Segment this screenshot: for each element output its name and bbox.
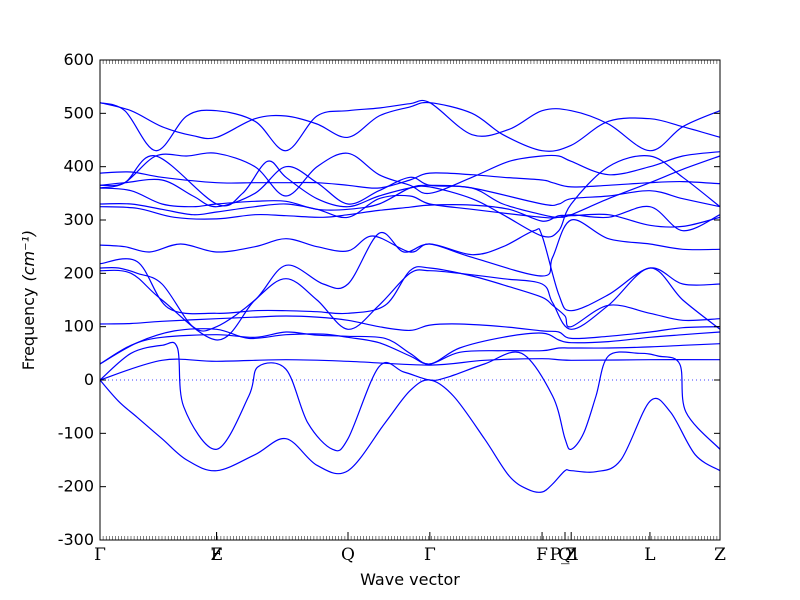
kpoint-label: Z [211, 545, 223, 565]
band-line-16 [99, 155, 721, 238]
x-axis-ticks: Γ ZF Q Γ F P_1QZ L Z [94, 532, 726, 565]
y-tick-label: 0 [84, 370, 94, 389]
band-lines [99, 99, 721, 493]
y-axis-label-unit: (cm⁻¹) [19, 230, 38, 282]
band-line-14 [99, 155, 721, 218]
plot-frame [99, 59, 721, 541]
y-tick-label: -300 [58, 530, 94, 549]
band-line-5 [99, 331, 721, 365]
band-line-17 [99, 151, 721, 197]
x-minor-ticks [99, 60, 718, 540]
y-tick-label: 300 [63, 210, 94, 229]
band-line-10 [99, 219, 721, 277]
band-line-19 [99, 101, 721, 152]
y-tick-label: 200 [63, 263, 94, 282]
y-tick-label: -100 [58, 423, 94, 442]
kpoint-label: Z [565, 545, 577, 565]
band-line-6 [99, 315, 721, 340]
band-line-8 [99, 258, 721, 328]
band-line-15 [99, 171, 721, 189]
y-axis-label-text: Frequency [19, 288, 38, 371]
band-line-9 [99, 228, 721, 332]
band-line-3 [99, 358, 721, 381]
kpoint-label: Q [558, 545, 572, 565]
band-line-12 [99, 194, 721, 232]
kpoint-label: Q [341, 545, 355, 565]
kpoint-label: L [644, 545, 655, 565]
kpoint-label: P_1 [550, 545, 581, 565]
x-axis-label: Wave vector [360, 570, 460, 589]
y-axis-ticks: -300 -200 -100 0 100 200 300 400 500 600 [58, 50, 720, 549]
kpoint-label: F [211, 545, 223, 565]
y-tick-label: 500 [63, 103, 94, 122]
kpoint-label: Γ [424, 545, 436, 565]
band-line-13 [99, 184, 721, 211]
y-tick-label: 600 [63, 50, 94, 69]
kpoint-label: Z [714, 545, 726, 565]
band-line-2 [99, 341, 721, 452]
band-line-7 [99, 267, 721, 341]
kpoint-label: Γ [94, 545, 106, 565]
band-line-1 [99, 379, 721, 493]
plot-background [100, 60, 720, 540]
y-tick-label: 100 [63, 317, 94, 336]
band-line-11 [99, 204, 721, 228]
y-tick-label: 400 [63, 157, 94, 176]
kpoint-label: F [536, 545, 548, 565]
y-axis-label: Frequency (cm⁻¹) [19, 230, 38, 370]
y-tick-label: -200 [58, 477, 94, 496]
